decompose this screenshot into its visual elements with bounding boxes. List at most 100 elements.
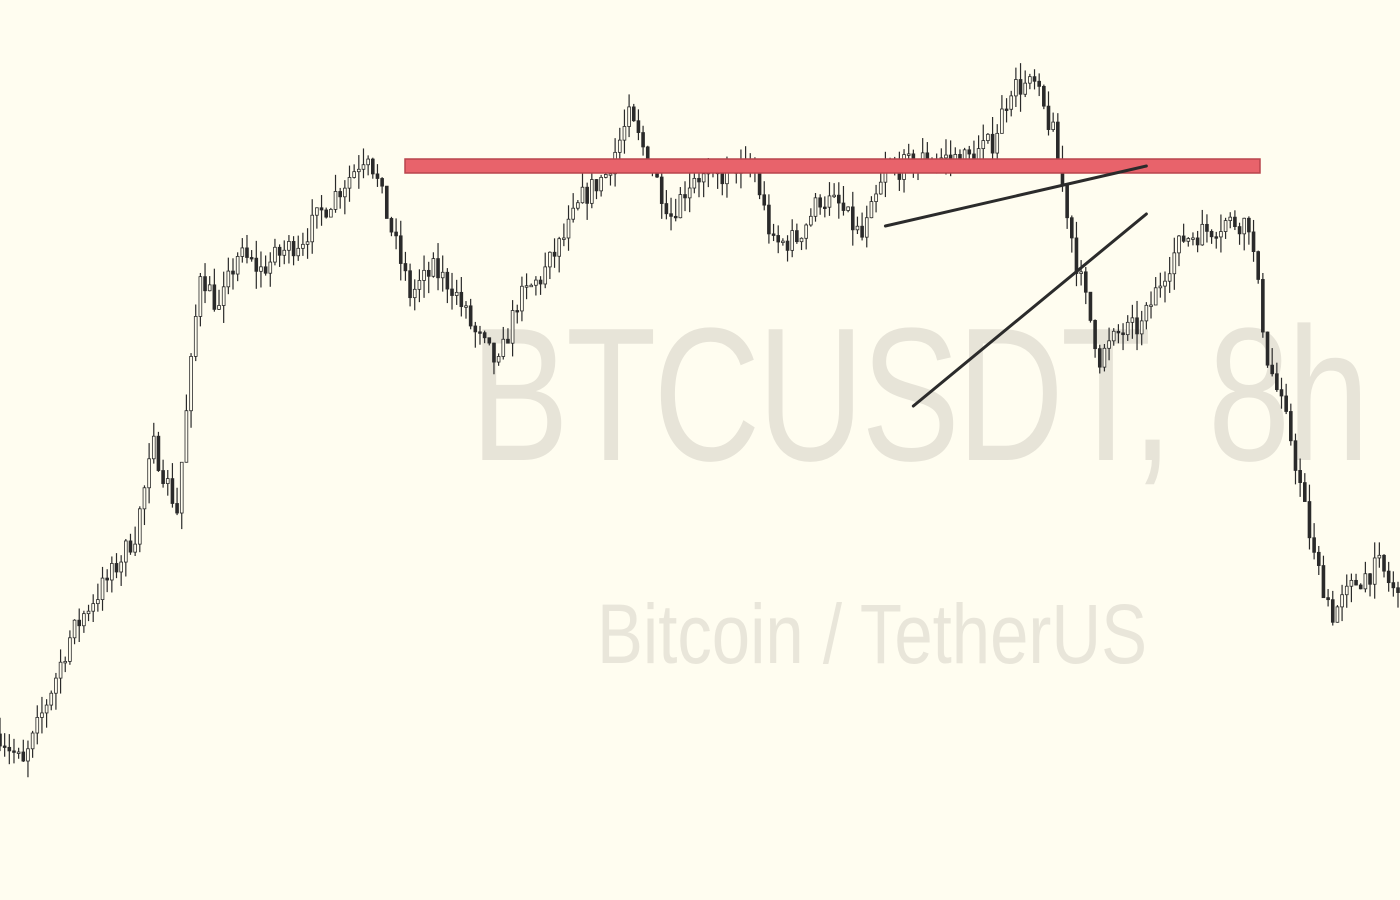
candle-body: [781, 240, 785, 243]
candle-body: [249, 257, 254, 260]
candle-body: [1312, 537, 1316, 553]
candle-body: [68, 637, 72, 662]
candle-body: [795, 230, 799, 243]
candle-body: [562, 237, 566, 240]
candle-body: [967, 149, 972, 155]
candle-body: [445, 271, 450, 290]
candle-body: [585, 186, 589, 204]
candle-body: [235, 256, 240, 275]
candle-body: [1070, 217, 1074, 239]
candle-body: [287, 241, 291, 251]
candle-body: [7, 746, 12, 752]
candle-body: [692, 177, 697, 189]
candle-body: [697, 177, 701, 183]
candle-body: [207, 284, 212, 292]
candle-body: [543, 266, 548, 285]
candle-body: [1051, 121, 1055, 130]
candle-body: [1326, 597, 1330, 601]
candle-body: [361, 164, 366, 170]
candle-body: [142, 487, 147, 510]
candle-body: [757, 172, 762, 196]
candle-body: [282, 249, 287, 256]
candle-body: [1307, 501, 1312, 539]
candle-body: [1130, 317, 1135, 323]
candle-body: [431, 258, 436, 277]
candle-body: [1186, 238, 1191, 242]
candle-body: [590, 179, 594, 204]
candle-body: [1256, 251, 1261, 280]
candle-body: [1270, 364, 1274, 375]
candle-body: [1382, 554, 1386, 572]
candle-body: [827, 195, 832, 208]
candle-body: [44, 704, 49, 714]
candle-body: [86, 610, 91, 615]
candle-body: [501, 338, 506, 357]
candle-body: [366, 158, 370, 166]
wedge-lower-trendline[interactable]: [911, 212, 1148, 408]
candle-body: [184, 410, 189, 463]
candle-body: [1344, 585, 1349, 596]
candle-body: [785, 240, 790, 251]
candle-body: [203, 276, 207, 292]
candle-body: [1368, 573, 1372, 585]
candle-body: [850, 206, 855, 231]
candle-body: [1018, 79, 1023, 95]
candle-body: [329, 209, 333, 218]
candle-body: [1251, 231, 1256, 253]
candle-body: [1177, 235, 1181, 254]
candle-body: [114, 563, 119, 573]
candle-body: [1191, 237, 1195, 240]
candle-body: [63, 660, 68, 664]
candle-body: [571, 207, 575, 220]
candle-body: [1195, 237, 1200, 246]
candle-body: [105, 577, 109, 581]
candle-body: [1125, 321, 1130, 336]
candle-body: [552, 251, 557, 257]
candle-body: [762, 194, 767, 206]
candle-body: [1121, 332, 1125, 336]
candle-body: [627, 106, 631, 127]
candle-body: [1037, 80, 1041, 87]
candle-body: [221, 286, 226, 306]
candle-body: [520, 285, 524, 312]
candle-body: [1028, 76, 1032, 84]
candle-body: [1372, 557, 1377, 585]
candle-body: [240, 247, 245, 257]
candle-body: [1223, 220, 1228, 232]
candle-body: [864, 217, 869, 238]
candle-body: [2, 745, 7, 748]
candle-body: [641, 132, 645, 148]
candle-body: [468, 305, 473, 327]
candle-body: [343, 187, 347, 198]
candle-body: [1219, 231, 1223, 238]
candle-body: [1275, 373, 1279, 391]
candle-body: [1102, 347, 1107, 368]
candle-body: [804, 224, 808, 239]
candle-body: [1023, 82, 1027, 95]
candle-body: [119, 561, 123, 573]
candle-body: [1149, 304, 1153, 307]
candle-body: [156, 435, 161, 471]
candle-body: [170, 478, 175, 504]
candle-body: [669, 213, 673, 217]
candle-body: [1107, 340, 1111, 349]
candle-body: [869, 201, 874, 219]
candle-body: [1172, 252, 1177, 275]
resistance-zone[interactable]: [404, 158, 1261, 174]
candle-body: [776, 235, 781, 243]
wedge-upper-trendline[interactable]: [883, 164, 1148, 228]
candle-body: [277, 246, 282, 256]
candle-body: [394, 231, 398, 237]
candle-body: [1354, 579, 1358, 586]
candle-body: [1214, 236, 1219, 239]
candle-series: [0, 63, 1400, 778]
candle-body: [813, 197, 818, 217]
candle-body: [268, 261, 273, 274]
candle-body: [534, 279, 538, 286]
candle-body: [906, 153, 911, 156]
candle-body: [515, 310, 520, 313]
candle-body: [953, 154, 958, 160]
candle-body: [245, 247, 249, 258]
